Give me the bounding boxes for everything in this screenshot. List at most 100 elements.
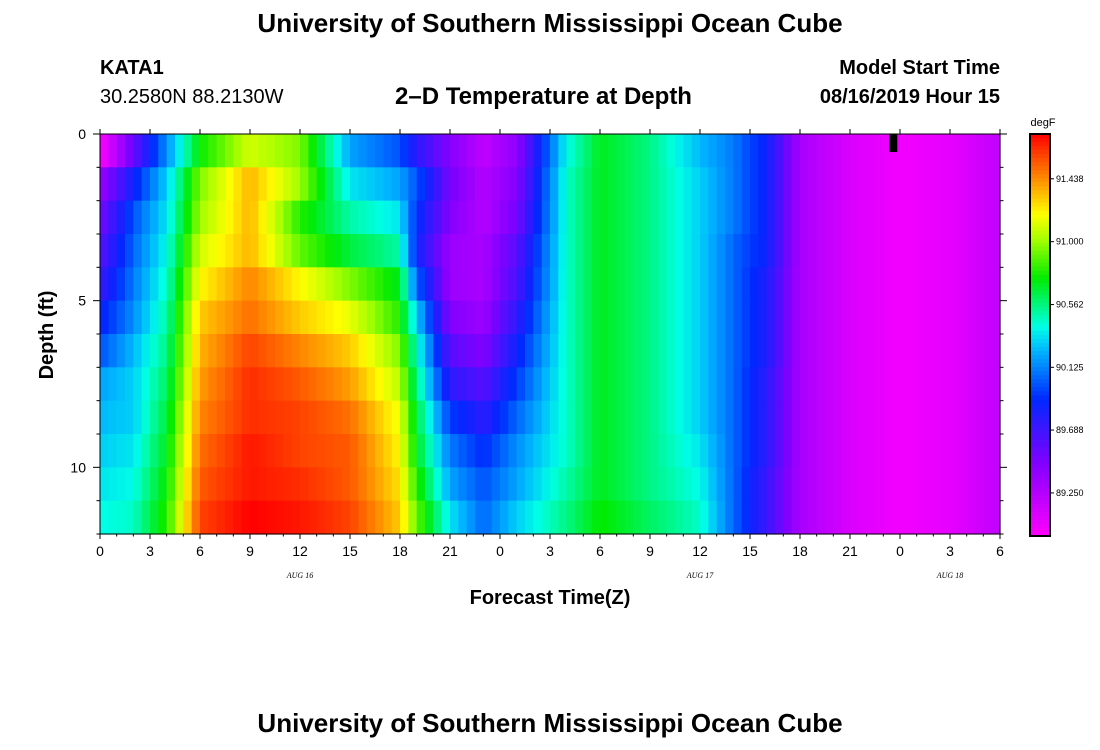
- heatmap-cell: [700, 234, 709, 268]
- heatmap-cell: [391, 467, 401, 502]
- heatmap-cell: [125, 334, 134, 368]
- heatmap-cell: [333, 434, 343, 468]
- heatmap-cell: [550, 467, 559, 502]
- heatmap-cell: [700, 434, 709, 468]
- heatmap-cell: [316, 167, 326, 202]
- heatmap-cell: [683, 300, 693, 335]
- heatmap-cell: [941, 300, 951, 335]
- heatmap-cell: [983, 234, 993, 268]
- heatmap-cell: [133, 334, 143, 368]
- heatmap-cell: [875, 500, 884, 535]
- heatmap-cell: [366, 134, 376, 168]
- heatmap-cell: [375, 267, 384, 302]
- heatmap-cell: [850, 300, 859, 335]
- heatmap-cell: [458, 434, 468, 468]
- heatmap-cell: [216, 467, 226, 502]
- heatmap-cell: [925, 300, 934, 335]
- heatmap-cell: [525, 434, 534, 468]
- heatmap-cell: [875, 200, 884, 235]
- heatmap-cell: [950, 400, 959, 435]
- heatmap-cell: [825, 500, 834, 535]
- heatmap-cell: [158, 467, 168, 502]
- heatmap-cell: [516, 367, 526, 402]
- heatmap-cell: [583, 400, 593, 435]
- colorbar-segment: [1030, 302, 1050, 308]
- heatmap-cell: [683, 467, 693, 502]
- heatmap-cell: [833, 300, 843, 335]
- now-marker: [889, 134, 898, 152]
- heatmap-cell: [250, 234, 259, 268]
- heatmap-cell: [500, 467, 509, 502]
- heatmap-cell: [916, 367, 926, 402]
- heatmap-cell: [383, 367, 393, 402]
- heatmap-cell: [233, 134, 243, 168]
- heatmap-cell: [600, 434, 609, 468]
- heatmap-cell: [333, 134, 343, 168]
- heatmap-cell: [575, 400, 584, 435]
- heatmap-cell: [350, 234, 359, 268]
- heatmap-cell: [891, 467, 901, 502]
- heatmap-cell: [158, 367, 168, 402]
- heatmap-cell: [683, 167, 693, 202]
- heatmap-cell: [816, 267, 826, 302]
- heatmap-cell: [600, 134, 609, 168]
- heatmap-cell: [891, 334, 901, 368]
- heatmap-cell: [275, 500, 284, 535]
- x-axis-title: Forecast Time(Z): [470, 587, 631, 609]
- heatmap-cell: [616, 500, 626, 535]
- colorbar-segment: [1030, 146, 1050, 151]
- heatmap-cell: [133, 467, 143, 502]
- heatmap-cell: [150, 167, 159, 202]
- heatmap-cell: [241, 134, 251, 168]
- heatmap-cell: [675, 200, 684, 235]
- heatmap-cell: [366, 300, 376, 335]
- colorbar-segment: [1030, 162, 1050, 167]
- heatmap-cell: [758, 134, 768, 168]
- heatmap-cell: [758, 334, 768, 368]
- heatmap-cell: [725, 467, 734, 502]
- heatmap-cell: [791, 167, 801, 202]
- heatmap-cell: [216, 167, 226, 202]
- heatmap-cell: [866, 134, 876, 168]
- heatmap-cell: [450, 167, 459, 202]
- heatmap-cell: [325, 434, 334, 468]
- colorbar-segment: [1030, 154, 1050, 159]
- heatmap-cell: [125, 200, 134, 235]
- heatmap-cell: [900, 234, 909, 268]
- heatmap-cell: [366, 334, 376, 368]
- heatmap-cell: [225, 500, 234, 535]
- heatmap-cell: [966, 134, 976, 168]
- heatmap-cell: [475, 200, 484, 235]
- heatmap-cell: [883, 167, 893, 202]
- heatmap-cell: [200, 367, 209, 402]
- heatmap-cell: [350, 300, 359, 335]
- heatmap-cell: [258, 500, 268, 535]
- heatmap-cell: [450, 234, 459, 268]
- heatmap-cell: [491, 467, 501, 502]
- heatmap-cell: [258, 400, 268, 435]
- colorbar-segment: [1030, 507, 1050, 513]
- heatmap-cell: [491, 334, 501, 368]
- heatmap-cell: [975, 134, 984, 168]
- heatmap-cell: [116, 234, 126, 268]
- heatmap-cell: [950, 200, 959, 235]
- heatmap-cell: [916, 334, 926, 368]
- heatmap-cell: [300, 200, 309, 235]
- heatmap-cell: [716, 434, 726, 468]
- heatmap-cell: [375, 234, 384, 268]
- heatmap-cell: [166, 167, 176, 202]
- heatmap-cell: [691, 167, 701, 202]
- heatmap-cell: [333, 467, 343, 502]
- heatmap-cell: [308, 400, 318, 435]
- heatmap-cell: [950, 234, 959, 268]
- heatmap-cell: [591, 200, 601, 235]
- heatmap-cell: [633, 334, 643, 368]
- heatmap-cell: [166, 367, 176, 402]
- heatmap-cell: [208, 500, 218, 535]
- colorbar-segment: [1030, 282, 1050, 288]
- heatmap-cell: [858, 434, 868, 468]
- heatmap-cell: [641, 134, 651, 168]
- heatmap-cell: [950, 334, 959, 368]
- heatmap-cell: [183, 434, 193, 468]
- heatmap-cell: [541, 167, 551, 202]
